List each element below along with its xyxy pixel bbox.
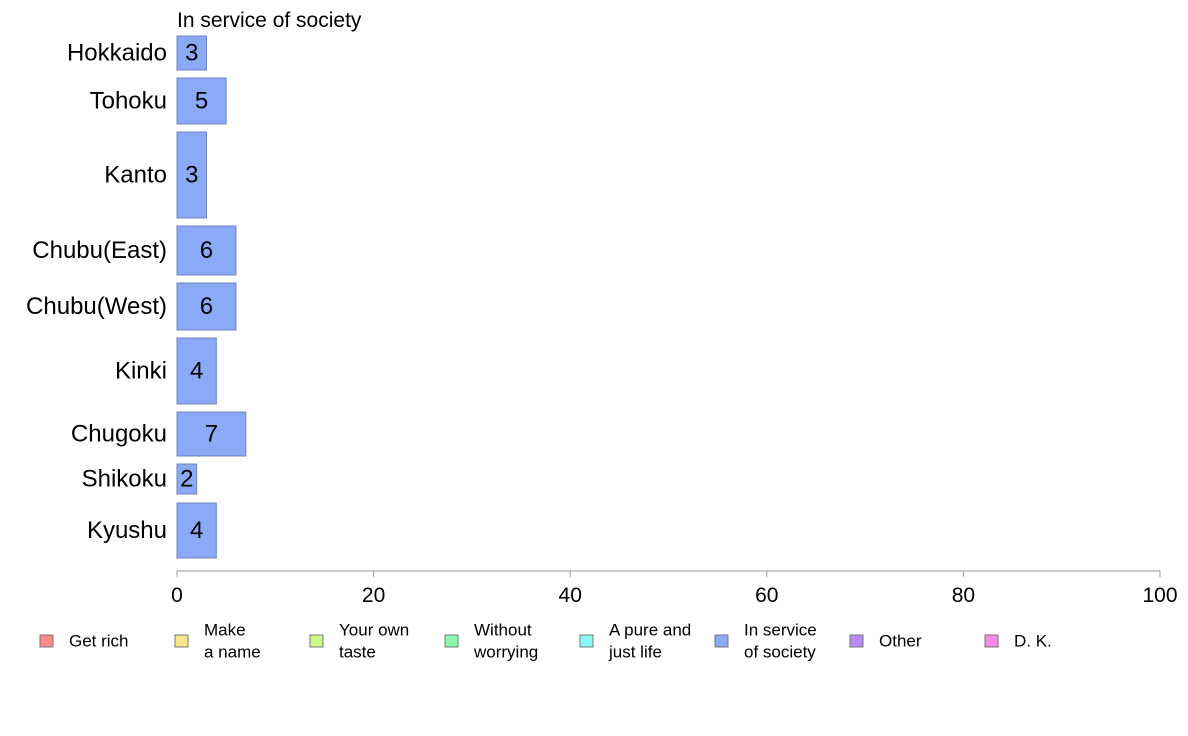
bar-value-label: 3: [185, 162, 198, 189]
bar-value-label: 7: [205, 421, 218, 448]
category-label: Kyushu: [87, 517, 167, 544]
legend-item: Make a name: [174, 621, 261, 662]
bar-value-label: 5: [195, 88, 208, 115]
legend-swatch: [309, 634, 324, 648]
legend-label: Make: [204, 621, 246, 640]
x-axis: 0 20 40 60 80 100: [171, 570, 1178, 607]
bar: [176, 463, 198, 495]
bar-value-label: 6: [200, 237, 213, 264]
legend-label: Other: [879, 632, 922, 651]
x-tick-label: 60: [755, 584, 778, 607]
bar: [176, 131, 207, 219]
legend-item: A pure and just life: [579, 621, 691, 662]
bar: [176, 502, 217, 559]
legend-label: of society: [744, 643, 816, 662]
legend-swatch: [714, 634, 729, 648]
category-label: Hokkaido: [67, 40, 167, 67]
bars-group: Hokkaido 3 Tohoku 5 Kanto 3 Chubu(East) 6 Chubu(…: [26, 35, 247, 559]
legend: Get rich Make a name Your own taste Without wo…: [39, 621, 1052, 662]
legend-label: taste: [339, 643, 376, 662]
legend-swatch: [174, 634, 189, 648]
chart-title: In service of society: [177, 9, 362, 32]
legend-label: worrying: [473, 643, 538, 662]
x-tick-label: 0: [171, 584, 183, 607]
bar-value-label: 3: [185, 40, 198, 67]
category-label: Tohoku: [90, 88, 167, 115]
legend-swatch: [579, 634, 594, 648]
legend-item: Get rich: [39, 632, 129, 651]
legend-item: Other: [849, 632, 922, 651]
bar: [176, 282, 237, 331]
legend-item: In service of society: [714, 621, 817, 662]
legend-label: Get rich: [69, 632, 129, 651]
legend-label: Your own: [339, 621, 409, 640]
bar: [176, 411, 247, 457]
category-label: Kinki: [115, 358, 167, 385]
bar: [176, 337, 217, 405]
bar: [176, 35, 207, 71]
legend-label: D. K.: [1014, 632, 1052, 651]
legend-label: In service: [744, 621, 817, 640]
legend-item: D. K.: [984, 632, 1052, 651]
legend-swatch: [984, 634, 999, 648]
legend-label: A pure and: [609, 621, 691, 640]
bar: [176, 77, 227, 125]
x-tick-label: 100: [1142, 584, 1177, 607]
category-label: Kanto: [104, 162, 167, 189]
bar-value-label: 4: [190, 517, 203, 544]
category-label: Chubu(East): [32, 237, 167, 264]
bar-value-label: 4: [190, 358, 203, 385]
legend-label: just life: [608, 643, 662, 662]
category-label: Chubu(West): [26, 293, 167, 320]
legend-item: Without worrying: [444, 621, 538, 662]
legend-swatch: [444, 634, 459, 648]
bar: [176, 225, 237, 276]
x-tick-label: 20: [362, 584, 385, 607]
legend-label: a name: [204, 643, 261, 662]
legend-label: Without: [474, 621, 532, 640]
category-label: Chugoku: [71, 421, 167, 448]
bar-value-label: 6: [200, 293, 213, 320]
legend-item: Your own taste: [309, 621, 409, 662]
bar-value-label: 2: [180, 466, 193, 493]
category-label: Shikoku: [82, 466, 167, 493]
x-tick-label: 80: [952, 584, 975, 607]
x-tick-label: 40: [559, 584, 582, 607]
legend-swatch: [39, 634, 54, 648]
legend-swatch: [849, 634, 864, 648]
